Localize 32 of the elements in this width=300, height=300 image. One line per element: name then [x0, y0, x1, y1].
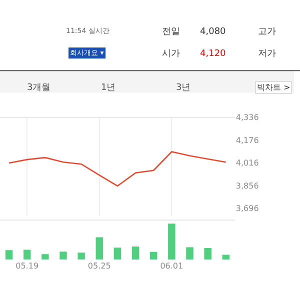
y-tick-label: 3,856 [236, 181, 259, 190]
bar [5, 250, 13, 260]
bar [114, 248, 122, 260]
line-series [8, 151, 227, 187]
bar [150, 252, 158, 260]
text: 3개월 [27, 83, 51, 93]
bar [23, 250, 31, 260]
bar [204, 248, 212, 260]
bar [60, 252, 67, 260]
x-tick-label: 06.01 [160, 261, 184, 270]
text: 4,120 [200, 49, 226, 59]
text: 빅차트 > [257, 83, 290, 92]
y-tick-label: 3,696 [236, 204, 259, 214]
bar [96, 237, 103, 260]
text: 고가 [258, 27, 276, 37]
bar [78, 252, 85, 260]
y-tick-label: 4,176 [236, 136, 259, 145]
bar [186, 247, 194, 260]
text: 3년 [176, 83, 191, 93]
y-tick-label: 4,016 [236, 158, 259, 168]
text: 시가 [162, 49, 180, 59]
text: 전일 [162, 27, 180, 37]
text: 저가 [258, 49, 276, 59]
bar [42, 254, 49, 260]
bar [222, 254, 230, 260]
x-tick-label: 05.19 [16, 261, 39, 270]
text: 4,080 [200, 27, 226, 37]
bar [132, 246, 140, 260]
bar [168, 224, 176, 260]
text: 1년 [101, 83, 116, 93]
x-tick-label: 05.25 [88, 261, 111, 270]
y-tick-label: 4,336 [236, 113, 259, 122]
